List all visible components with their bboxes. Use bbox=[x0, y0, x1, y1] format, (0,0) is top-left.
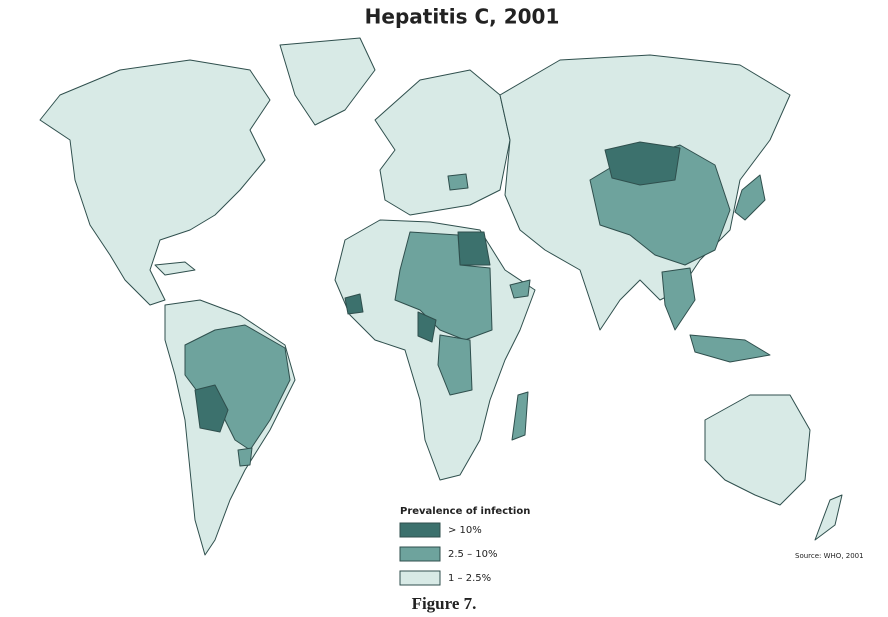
central-africa bbox=[437, 334, 473, 396]
southeast-asia bbox=[661, 267, 696, 331]
saudi-yemen bbox=[509, 279, 531, 299]
north-america bbox=[39, 59, 271, 306]
new-zealand bbox=[814, 494, 843, 541]
caribbean bbox=[154, 261, 196, 276]
uruguay bbox=[237, 447, 253, 467]
guinea bbox=[344, 293, 364, 315]
europe bbox=[374, 69, 511, 216]
legend-title: Prevalence of infection bbox=[400, 506, 530, 517]
greenland bbox=[279, 37, 376, 126]
figure-caption: Figure 7. bbox=[412, 594, 477, 613]
legend-label: 1 – 2.5% bbox=[448, 573, 491, 584]
cameroon bbox=[417, 311, 437, 343]
indonesia bbox=[689, 334, 771, 363]
source: Source: WHO, 2001 bbox=[795, 552, 864, 560]
legend-swatch bbox=[399, 570, 441, 586]
romania bbox=[447, 173, 469, 191]
legend-label: > 10% bbox=[448, 525, 482, 536]
australia bbox=[704, 394, 811, 506]
legend-swatch bbox=[399, 546, 441, 562]
japan bbox=[734, 174, 766, 221]
madagascar bbox=[511, 391, 529, 441]
mongolia bbox=[604, 141, 681, 186]
bolivia bbox=[194, 384, 229, 433]
map-title: Hepatitis C, 2001 bbox=[365, 5, 560, 29]
egypt bbox=[457, 231, 491, 266]
legend-label: 2.5 – 10% bbox=[448, 549, 498, 560]
legend-swatch bbox=[399, 522, 441, 538]
